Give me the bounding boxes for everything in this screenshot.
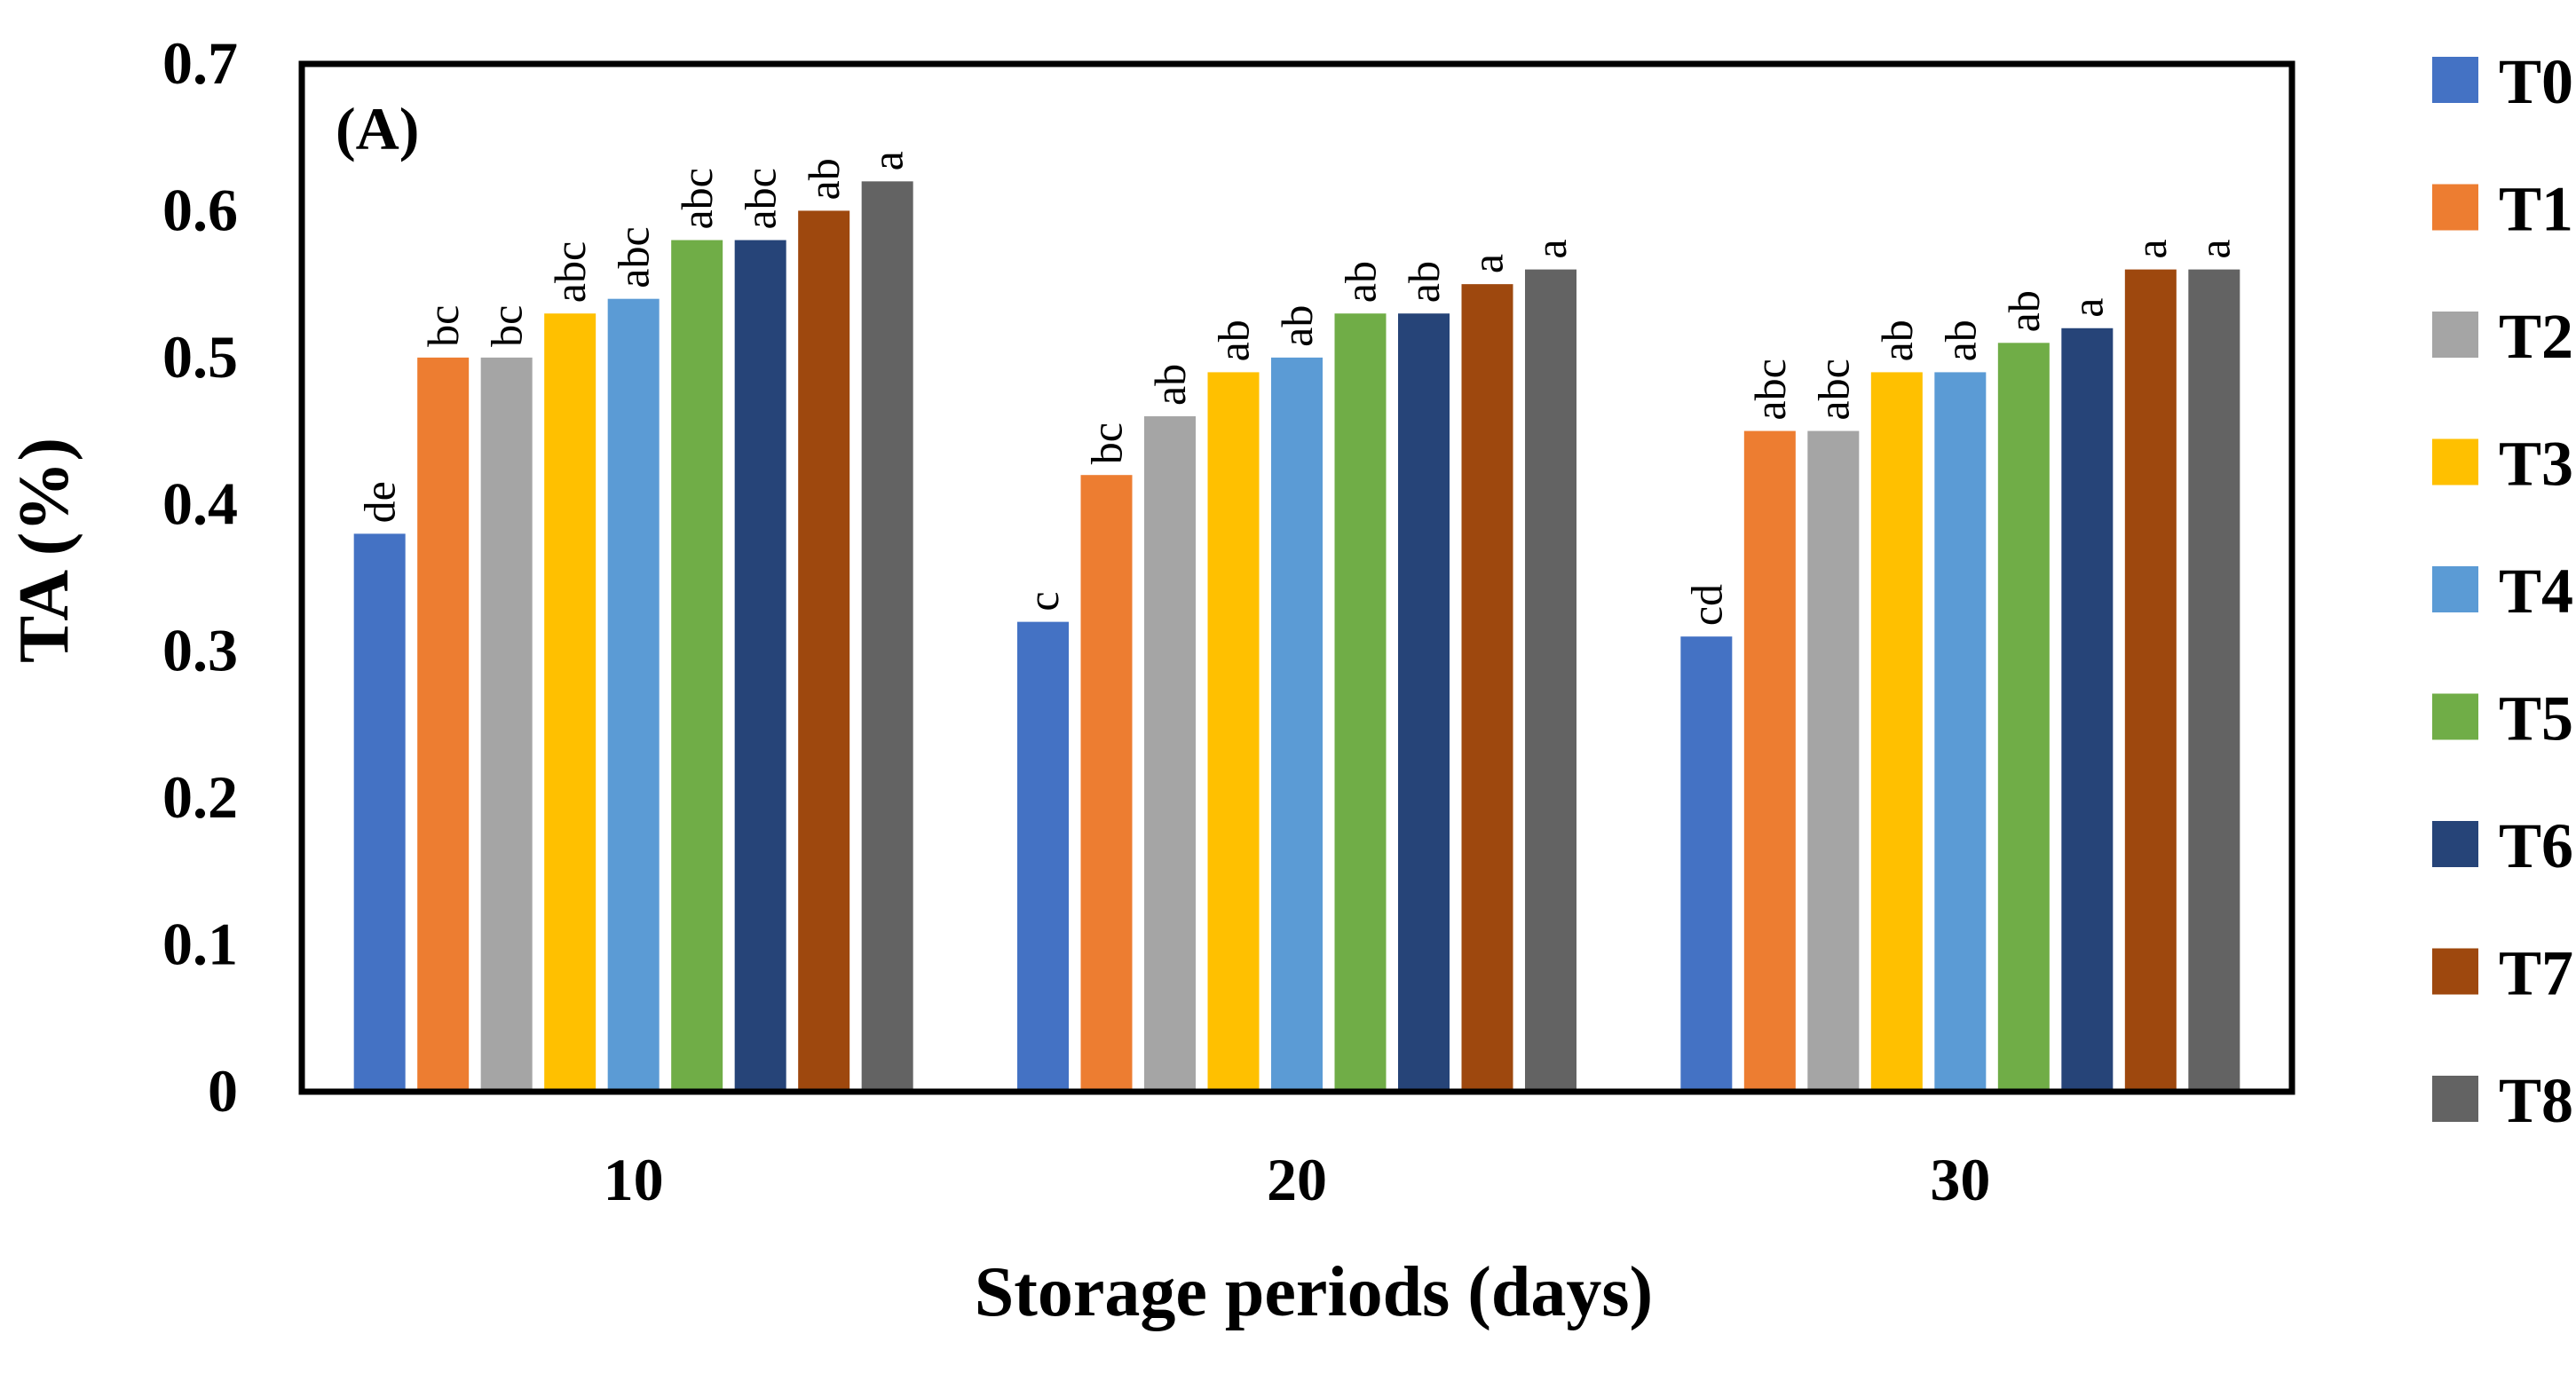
bar-t7-day-20 [1461,284,1513,1089]
significance-label: ab [1209,320,1259,361]
legend-swatch-t6 [2432,821,2478,867]
significance-label: a [1526,239,1576,258]
y-tick-label: 0.7 [162,29,238,97]
legend-label-t6: T6 [2499,810,2573,881]
significance-label: de [355,481,405,523]
legend-label-t5: T5 [2499,683,2573,754]
significance-label: bc [418,305,468,347]
legend-swatch-t7 [2432,948,2478,995]
bar-t4-day-30 [1934,372,1987,1089]
legend-label-t1: T1 [2499,174,2573,245]
plot-frame [298,60,2295,1095]
y-axis-ticks: 0 0.1 0.2 0.3 0.4 0.5 0.6 0.7 [162,29,238,1125]
legend-swatch-t3 [2432,438,2478,485]
significance-label: ab [799,158,849,200]
significance-label: a [2062,298,2112,318]
bar-t5-day-10 [671,240,723,1089]
legend-swatch-t1 [2432,184,2478,231]
x-tick-label: 10 [604,1146,664,1213]
x-axis-ticks: 10 20 30 [604,1146,1991,1213]
significance-label: ab [1999,290,2049,332]
y-tick-label: 0.1 [162,911,238,978]
bar-t6-day-10 [734,240,786,1089]
significance-label: ab [1336,261,1386,303]
legend-swatch-t4 [2432,566,2478,612]
bar-t0-day-30 [1680,636,1733,1089]
bar-t1-day-20 [1080,475,1133,1089]
bar-t3-day-20 [1207,372,1260,1089]
bar-t3-day-30 [1870,372,1923,1089]
bar-t1-day-10 [417,357,470,1089]
legend-label-t0: T0 [2499,46,2573,117]
y-tick-label: 0 [208,1057,238,1125]
y-tick-label: 0.3 [162,617,238,684]
significance-label: abc [609,226,659,288]
legend: T0 T1 T2 T3 T4 T5 T6 T7 T8 [2432,46,2573,1136]
significance-label: ab [1145,364,1195,406]
bar-t4-day-20 [1271,357,1323,1089]
significance-label: ab [1399,261,1449,303]
bars-group [353,181,2240,1089]
significance-label: cd [1681,584,1731,626]
legend-label-t7: T7 [2499,938,2573,1009]
legend-label-t8: T8 [2499,1065,2573,1136]
legend-swatch-t0 [2432,57,2478,103]
bar-t3-day-10 [544,313,597,1089]
x-tick-label: 30 [1930,1146,1990,1213]
significance-label: a [1463,254,1513,273]
bar-t7-day-30 [2124,269,2177,1089]
y-tick-label: 0.4 [162,470,238,537]
significance-label: ab [1872,320,1922,361]
significance-label: abc [736,168,786,229]
legend-swatch-t2 [2432,312,2478,358]
bar-t6-day-30 [2061,328,2114,1089]
bar-t5-day-20 [1334,313,1387,1089]
bar-t2-day-10 [480,357,533,1089]
plot-area [298,60,2295,1095]
x-tick-label: 20 [1267,1146,1327,1213]
bar-t0-day-20 [1017,621,1069,1089]
significance-label: a [863,151,913,170]
bar-t5-day-30 [1997,343,2050,1089]
legend-label-t4: T4 [2499,556,2573,627]
bar-t2-day-30 [1807,430,1860,1089]
significance-label: abc [545,241,595,303]
x-axis-title: Storage periods (days) [975,1253,1653,1331]
panel-label: (A) [336,95,419,162]
legend-swatch-t5 [2432,693,2478,740]
bar-t1-day-30 [1743,430,1796,1089]
y-tick-label: 0.5 [162,323,238,391]
significance-label: a [2126,239,2176,258]
significance-label: bc [482,305,532,347]
bar-t2-day-20 [1144,416,1196,1089]
legend-label-t2: T2 [2499,301,2573,372]
significance-label: abc [1808,359,1858,420]
significance-label: c [1018,591,1068,611]
bar-t4-day-10 [607,298,660,1089]
bar-t8-day-30 [2188,269,2240,1089]
y-axis-title: TA (%) [5,438,83,663]
bar-t8-day-20 [1525,269,1576,1089]
legend-swatch-t8 [2432,1076,2478,1122]
significance-label: ab [1935,320,1985,361]
significance-label: abc [672,168,722,229]
bar-t7-day-10 [798,210,850,1089]
bar-t8-day-10 [861,181,913,1089]
significance-label: ab [1272,305,1322,347]
significance-label: a [2189,239,2239,258]
legend-label-t3: T3 [2499,429,2573,500]
bar-t0-day-10 [353,533,406,1089]
bar-t6-day-20 [1398,313,1450,1089]
significance-label: abc [1745,359,1795,420]
y-tick-label: 0.2 [162,763,238,831]
y-tick-label: 0.6 [162,176,238,243]
significance-label: bc [1082,422,1132,464]
